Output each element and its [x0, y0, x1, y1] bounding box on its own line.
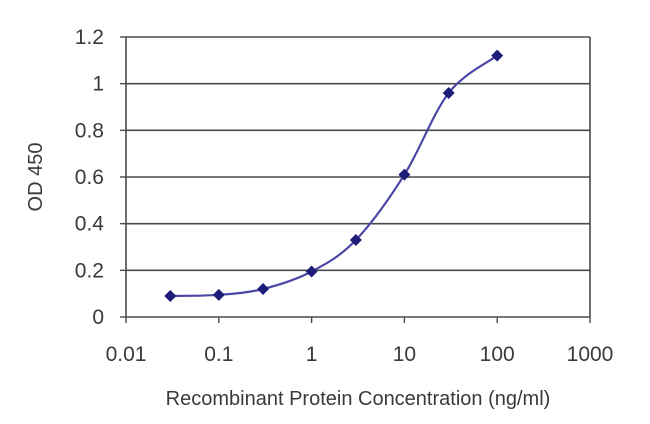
data-point-marker [442, 87, 455, 99]
x-tick-label: 0.01 [106, 343, 147, 366]
x-tick-label: 100 [480, 343, 515, 366]
y-tick-label: 1.2 [75, 26, 104, 49]
x-tick-label: 0.1 [204, 343, 233, 366]
data-point-marker [398, 168, 411, 181]
x-tick-label: 1 [306, 343, 318, 366]
grid-lines [126, 36, 590, 272]
data-series [164, 49, 504, 302]
data-point-marker [212, 288, 225, 301]
data-point-marker [164, 290, 177, 302]
x-axis-label: Recombinant Protein Concentration (ng/ml… [166, 388, 551, 410]
data-point-marker [349, 234, 362, 246]
y-tick-label: 0.6 [75, 166, 104, 189]
y-axis-label: OD 450 [25, 143, 47, 212]
x-tick-label: 1000 [567, 343, 614, 366]
x-tick-labels: 0.01 0.1 1 10 100 1000 [106, 317, 614, 366]
y-tick-label: 0.4 [75, 213, 105, 236]
y-tick-label: 0 [92, 306, 104, 329]
data-point-marker [257, 283, 270, 295]
series-line [170, 54, 498, 298]
data-point-marker [305, 265, 318, 278]
y-tick-label: 0.8 [75, 119, 104, 142]
y-tick-label: 0.2 [75, 259, 104, 282]
x-tick-label: 10 [393, 343, 416, 366]
y-tick-labels: 0 0.2 0.4 0.6 0.8 1 1.2 [75, 26, 126, 329]
y-tick-label: 1 [92, 73, 104, 96]
data-point-marker [491, 49, 504, 62]
